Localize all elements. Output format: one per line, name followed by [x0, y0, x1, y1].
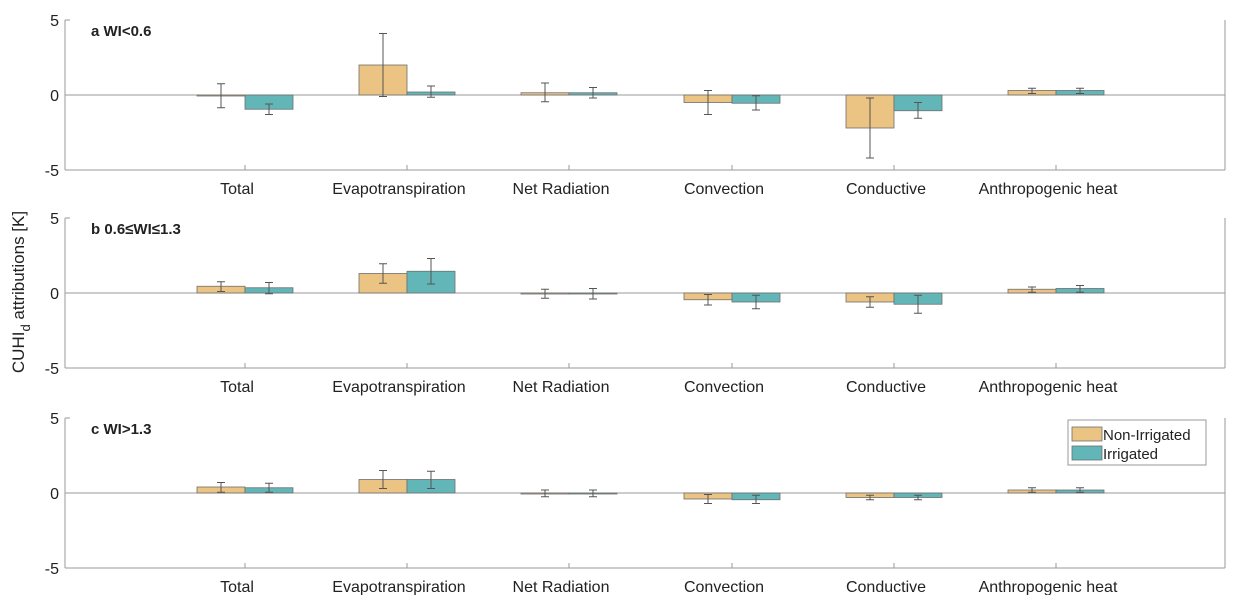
legend: Non-Irrigated Irrigated — [1067, 419, 1207, 466]
category-label: Conductive — [846, 379, 926, 396]
category-label: Total — [220, 379, 254, 396]
legend-swatch-irrigated — [1071, 445, 1103, 461]
y-tick-label: -5 — [45, 163, 59, 180]
category-label: Anthropogenic heat — [979, 181, 1118, 198]
chart-panel-1: 5 0 -5 a WI<0.6 Total Evapotranspiration Net R… — [45, 13, 1226, 198]
y-tick-label: 0 — [50, 486, 59, 503]
panel-title: b 0.6≤WI≤1.3 — [91, 221, 181, 238]
category-label: Conductive — [846, 579, 926, 595]
y-tick-label: -5 — [45, 561, 59, 578]
category-label: Net Radiation — [513, 379, 610, 396]
y-tick-label: -5 — [45, 361, 59, 378]
y-tick-label: 5 — [50, 211, 59, 228]
y-tick-label: 0 — [50, 286, 59, 303]
category-label: Evapotranspiration — [332, 181, 465, 198]
panel-title: c WI>1.3 — [91, 421, 151, 438]
legend-label-irrigated: Irrigated — [1103, 446, 1158, 463]
category-label: Net Radiation — [513, 181, 610, 198]
y-axis-label: CUHId attributions [K] — [9, 211, 33, 373]
category-label: Net Radiation — [513, 579, 610, 595]
category-label: Convection — [684, 181, 764, 198]
category-label: Conductive — [846, 181, 926, 198]
legend-swatch-non-irrigated — [1071, 426, 1103, 442]
category-label: Convection — [684, 579, 764, 595]
y-tick-label: 0 — [50, 88, 59, 105]
category-label: Evapotranspiration — [332, 579, 465, 595]
panel-title: a WI<0.6 — [91, 23, 151, 40]
category-label: Convection — [684, 379, 764, 396]
category-label: Anthropogenic heat — [979, 579, 1118, 595]
category-label: Total — [220, 181, 254, 198]
chart-panel-3: 5 0 -5 c WI>1.3 Total Evapotranspiration Net R… — [45, 411, 1226, 596]
category-label: Evapotranspiration — [332, 379, 465, 396]
chart-panel-2: 5 0 -5 b 0.6≤WI≤1.3 Total Evapotranspiration N… — [45, 211, 1226, 396]
y-tick-label: 5 — [50, 411, 59, 428]
y-tick-label: 5 — [50, 13, 59, 30]
category-label: Total — [220, 579, 254, 595]
legend-label-non-irrigated: Non-Irrigated — [1103, 427, 1191, 444]
category-label: Anthropogenic heat — [979, 379, 1118, 396]
